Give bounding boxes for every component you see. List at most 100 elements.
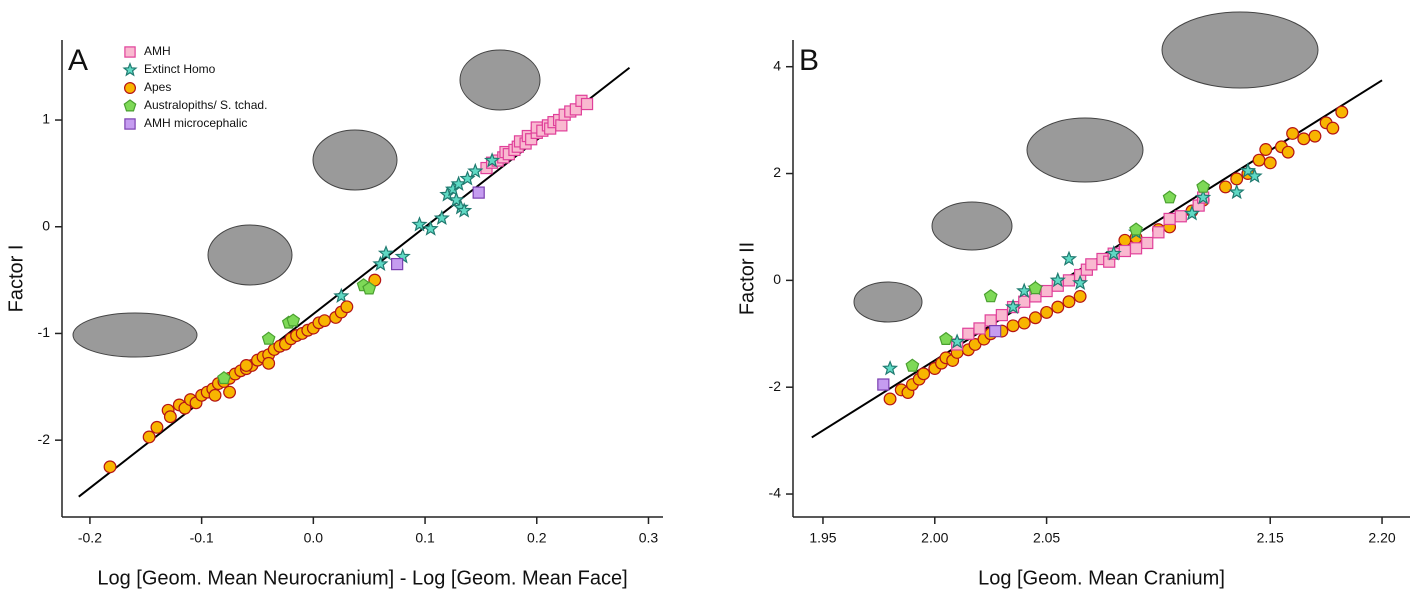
point	[1060, 250, 1078, 266]
point	[1016, 282, 1033, 298]
point	[1246, 167, 1263, 184]
legend-marker	[124, 118, 136, 130]
legend-marker	[123, 81, 136, 94]
point	[163, 410, 177, 424]
y-axis-label: Factor I	[5, 245, 27, 313]
legend-label: Apes	[144, 80, 171, 94]
point	[456, 202, 473, 218]
point	[917, 367, 931, 381]
point	[1194, 189, 1212, 205]
point	[103, 460, 117, 474]
legend-marker	[124, 46, 136, 58]
y-tick-label: -2	[38, 431, 51, 447]
skull	[853, 281, 923, 323]
point	[1105, 245, 1122, 261]
skull	[207, 224, 293, 286]
point	[1005, 298, 1022, 314]
point	[422, 220, 439, 236]
panel-label: A	[68, 44, 88, 77]
x-tick-label: -0.1	[190, 530, 214, 546]
point	[989, 324, 1002, 338]
point	[939, 331, 953, 345]
point	[877, 378, 890, 391]
x-tick-label: 0.0	[304, 530, 324, 546]
point	[286, 313, 301, 327]
point	[905, 358, 920, 372]
point	[391, 257, 404, 271]
point	[1259, 143, 1273, 156]
point	[580, 97, 594, 111]
point	[1219, 180, 1232, 194]
point	[318, 314, 331, 328]
point	[1297, 132, 1311, 146]
y-tick-label: -4	[769, 485, 782, 501]
point	[142, 430, 156, 444]
point	[983, 289, 998, 303]
point	[1118, 244, 1131, 258]
point	[984, 314, 997, 327]
x-tick-label: 0.2	[527, 530, 547, 546]
point	[372, 255, 389, 271]
point	[1006, 319, 1020, 333]
point	[883, 392, 897, 406]
point	[1073, 289, 1087, 303]
point	[1281, 145, 1295, 159]
point	[973, 322, 986, 335]
legend-label: Australopiths/ S. tchad.	[144, 98, 267, 112]
point	[1118, 233, 1132, 247]
point	[1162, 190, 1177, 204]
point	[555, 119, 568, 132]
y-tick-label: 2	[773, 164, 781, 180]
point	[362, 281, 377, 295]
point	[472, 186, 485, 199]
x-tick-label: 1.95	[809, 530, 836, 546]
skull	[931, 201, 1013, 251]
point	[949, 333, 966, 349]
point	[882, 360, 899, 376]
point	[1141, 236, 1154, 250]
point	[1308, 129, 1322, 143]
y-tick-label: 1	[42, 111, 50, 127]
legend-label: AMH microcephalic	[144, 116, 247, 130]
point	[377, 244, 395, 261]
skull-images	[72, 11, 1319, 358]
panel-label: B	[799, 44, 819, 77]
point	[448, 191, 465, 207]
point	[1163, 212, 1176, 226]
y-tick-label: -2	[769, 378, 782, 394]
point	[1018, 295, 1031, 308]
point	[1028, 281, 1043, 295]
skull	[1161, 11, 1319, 89]
point	[1051, 300, 1065, 314]
point	[208, 388, 222, 402]
point	[1072, 274, 1089, 290]
point	[1228, 183, 1245, 200]
point	[1196, 179, 1211, 193]
x-tick-label: 2.20	[1368, 530, 1395, 546]
point	[340, 300, 354, 314]
point	[150, 420, 164, 434]
point	[1152, 226, 1165, 239]
x-tick-label: 0.3	[639, 530, 659, 546]
y-axis-label: Factor II	[736, 242, 758, 315]
legend-marker	[122, 62, 138, 77]
legend-label: AMH	[144, 44, 171, 58]
skull	[1026, 117, 1144, 183]
y-tick-label: 0	[773, 271, 781, 287]
point	[1252, 153, 1266, 167]
point	[1040, 305, 1054, 319]
point	[1335, 105, 1349, 119]
point	[1326, 121, 1340, 135]
point	[1062, 295, 1076, 309]
x-tick-label: 2.00	[921, 530, 948, 546]
x-tick-label: 2.15	[1257, 530, 1284, 546]
y-tick-label: -1	[38, 324, 51, 340]
point	[333, 287, 350, 303]
point	[962, 327, 975, 340]
point	[1049, 271, 1066, 288]
x-tick-label: 2.05	[1033, 530, 1060, 546]
point	[411, 216, 428, 232]
point	[1129, 242, 1143, 255]
point	[239, 359, 253, 372]
y-tick-label: 0	[42, 217, 50, 233]
